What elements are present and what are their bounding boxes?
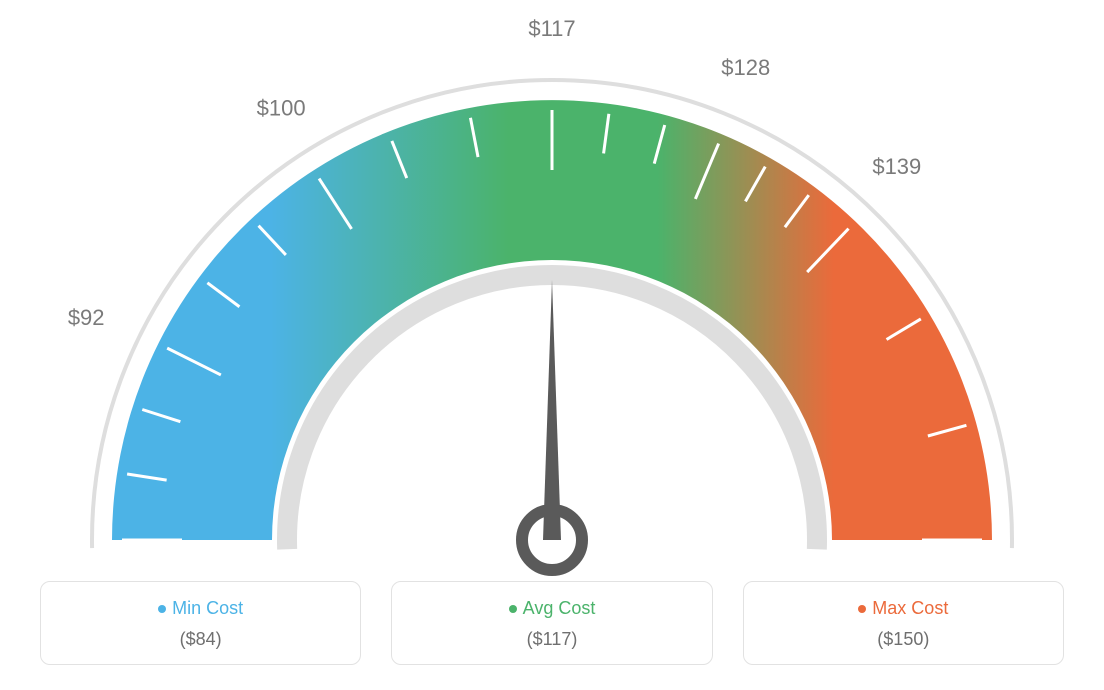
svg-text:$100: $100 — [257, 96, 306, 121]
legend-min-dot — [158, 605, 166, 613]
legend-max-title: Max Cost — [754, 598, 1053, 619]
legend-avg-title: Avg Cost — [402, 598, 701, 619]
svg-text:$139: $139 — [872, 154, 921, 179]
legend-avg-value: ($117) — [402, 629, 701, 650]
legend-avg-label: Avg Cost — [523, 598, 596, 618]
legend-max-value: ($150) — [754, 629, 1053, 650]
legend-min-value: ($84) — [51, 629, 350, 650]
legend-row: Min Cost ($84) Avg Cost ($117) Max Cost … — [40, 581, 1064, 665]
legend-card-min: Min Cost ($84) — [40, 581, 361, 665]
svg-text:$117: $117 — [528, 16, 575, 41]
gauge-chart: $84$92$100$117$128$139$150 — [0, 0, 1104, 590]
svg-text:$128: $128 — [721, 55, 770, 80]
chart-container: $84$92$100$117$128$139$150 Min Cost ($84… — [0, 0, 1104, 690]
legend-min-title: Min Cost — [51, 598, 350, 619]
legend-max-dot — [858, 605, 866, 613]
legend-card-avg: Avg Cost ($117) — [391, 581, 712, 665]
gauge-svg: $84$92$100$117$128$139$150 — [52, 0, 1052, 580]
legend-avg-dot — [509, 605, 517, 613]
legend-min-label: Min Cost — [172, 598, 243, 618]
legend-max-label: Max Cost — [872, 598, 948, 618]
legend-card-max: Max Cost ($150) — [743, 581, 1064, 665]
svg-text:$92: $92 — [68, 305, 105, 330]
